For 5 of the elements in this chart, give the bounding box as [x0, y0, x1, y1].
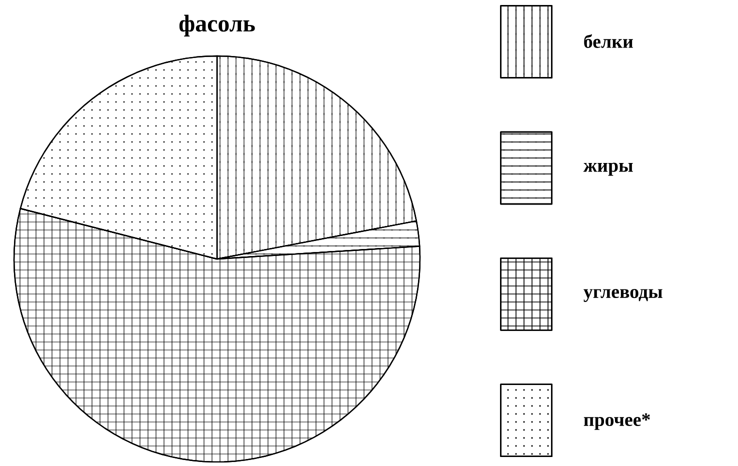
legend-label: жиры: [583, 162, 633, 176]
legend-label: белки: [584, 34, 633, 48]
chart-title: фасоль: [179, 14, 255, 36]
slice-label: углеводы: [584, 288, 662, 302]
legend-label: прочее*: [584, 413, 650, 430]
